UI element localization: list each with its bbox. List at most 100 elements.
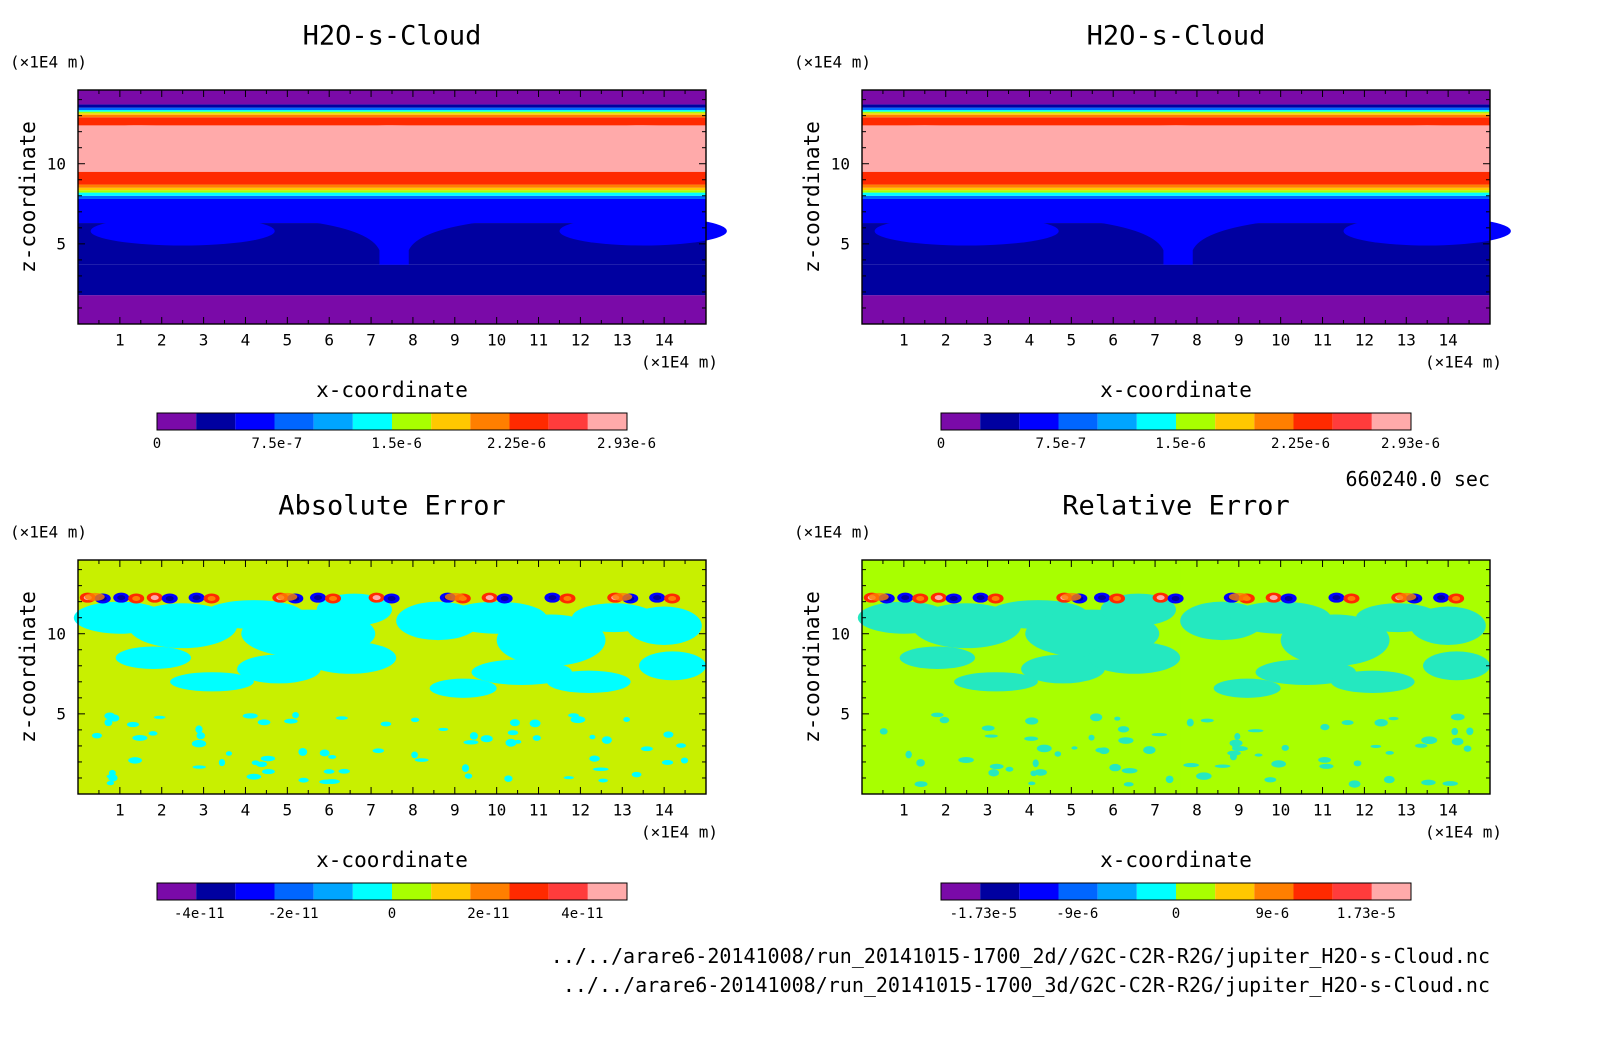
x-tick-label: 11: [528, 800, 549, 820]
colorbar-swatch: [509, 413, 549, 430]
residual-speckle: [570, 716, 586, 724]
x-tick-label: 10: [487, 330, 507, 350]
x-tick-label: 7: [366, 330, 376, 350]
residual-speckle: [1028, 781, 1036, 786]
y-axis-label: z-coordinate: [800, 121, 824, 273]
x-tick-label: 13: [612, 800, 632, 820]
residual-speckle: [335, 716, 348, 720]
y-axis-label: z-coordinate: [16, 591, 40, 743]
panel-title: Relative Error: [1062, 490, 1290, 522]
residual-speckle: [505, 738, 517, 747]
dipole-core: [976, 595, 985, 601]
colorbar-swatch: [1019, 413, 1059, 430]
x-tick-label: 5: [1066, 330, 1077, 350]
colorbar-swatch: [235, 883, 275, 900]
residual-speckle: [153, 715, 166, 719]
residual-speckle: [1385, 750, 1394, 755]
residual-speckle: [1143, 746, 1156, 754]
residual-speckle: [225, 751, 233, 756]
x-tick-label: 7: [1150, 800, 1160, 820]
residual-speckle: [981, 725, 995, 731]
dipole-halo: [1228, 592, 1249, 601]
residual-speckle: [1254, 753, 1263, 757]
band-azure: [78, 195, 706, 199]
residual-patch: [1255, 659, 1357, 686]
residual-speckle: [106, 780, 115, 786]
residual-speckle: [257, 719, 271, 726]
dipole-halo: [1396, 592, 1417, 601]
axes-1: [861, 89, 1491, 325]
error-field-2: [73, 560, 706, 794]
dipole-core: [949, 595, 958, 601]
residual-speckle: [480, 735, 493, 743]
residual-speckle: [504, 775, 513, 782]
residual-speckle: [1088, 734, 1095, 741]
residual-speckle: [939, 716, 950, 724]
residual-speckle: [1353, 760, 1362, 767]
colorbar-tick-label: 2e-11: [467, 906, 510, 922]
residual-speckle: [601, 736, 612, 744]
residual-speckle: [598, 778, 608, 783]
residual-patch: [1088, 641, 1181, 674]
colorbar-swatch: [980, 883, 1020, 900]
x-tick-label: 5: [282, 800, 293, 820]
axes-3: [861, 559, 1491, 795]
residual-speckle: [1034, 769, 1047, 776]
error-field-3: [857, 560, 1491, 794]
dipole-core: [150, 595, 159, 601]
band-cyan: [862, 192, 1490, 196]
residual-speckle: [1281, 744, 1289, 751]
residual-speckle: [879, 728, 888, 735]
y-unit-label: (×1E4 m): [10, 522, 88, 542]
x-axis-label: x-coordinate: [316, 848, 468, 872]
residual-speckle: [1117, 726, 1130, 733]
colorbar-tick-label: 2.93e-6: [1381, 436, 1441, 452]
y-unit-label: (×1E4 m): [10, 52, 88, 72]
colorbar-swatch: [1136, 413, 1176, 430]
residual-patch: [626, 606, 702, 645]
blue-lens-left: [874, 216, 1059, 246]
band-darkblue-upper: [78, 104, 706, 108]
colorbar-tick-label: 4e-11: [561, 906, 604, 922]
x-tick-label: 5: [282, 330, 293, 350]
colorbar-swatch: [1371, 413, 1411, 430]
residual-speckle: [914, 781, 928, 788]
dipole-core: [1452, 595, 1461, 601]
colorbar-tick-label: -2e-11: [268, 906, 319, 922]
residual-speckle: [1388, 716, 1399, 721]
colorbar-swatch: [470, 883, 510, 900]
dipole-core: [1098, 595, 1107, 601]
colorbar-tick-label: 7.5e-7: [1035, 436, 1087, 452]
residual-patch: [429, 678, 497, 698]
colorbar-tick-label: -4e-11: [174, 906, 225, 922]
blue-plume: [312, 222, 480, 265]
residual-speckle: [1071, 746, 1078, 750]
colorbar-swatch: [1215, 883, 1255, 900]
residual-speckle: [338, 768, 350, 774]
residual-speckle: [1032, 759, 1039, 768]
residual-speckle: [323, 769, 335, 774]
residual-speckle: [128, 757, 142, 764]
colorbar-swatch: [431, 883, 471, 900]
colorbar-swatch: [1332, 413, 1372, 430]
residual-speckle: [1421, 736, 1438, 745]
colorbar-frame: [156, 882, 628, 901]
residual-patch: [899, 646, 976, 669]
residual-speckle: [984, 734, 998, 738]
colorbar-swatch: [1254, 883, 1294, 900]
colorbar-swatch: [392, 883, 432, 900]
colorbar-2: [156, 882, 628, 901]
band-red-upper: [78, 117, 706, 126]
residual-speckle: [1450, 713, 1465, 721]
residual-speckle: [284, 718, 298, 724]
x-tick-label: 12: [1354, 330, 1375, 350]
residual-speckle: [1451, 727, 1459, 736]
band-zero-top: [78, 90, 706, 105]
x-tick-label: 9: [449, 800, 460, 820]
residual-speckle: [1121, 767, 1138, 774]
residual-speckle: [1109, 763, 1122, 772]
dipole-core: [1113, 595, 1122, 601]
x-tick-label: 13: [612, 330, 632, 350]
x-tick-label: 9: [1233, 330, 1244, 350]
